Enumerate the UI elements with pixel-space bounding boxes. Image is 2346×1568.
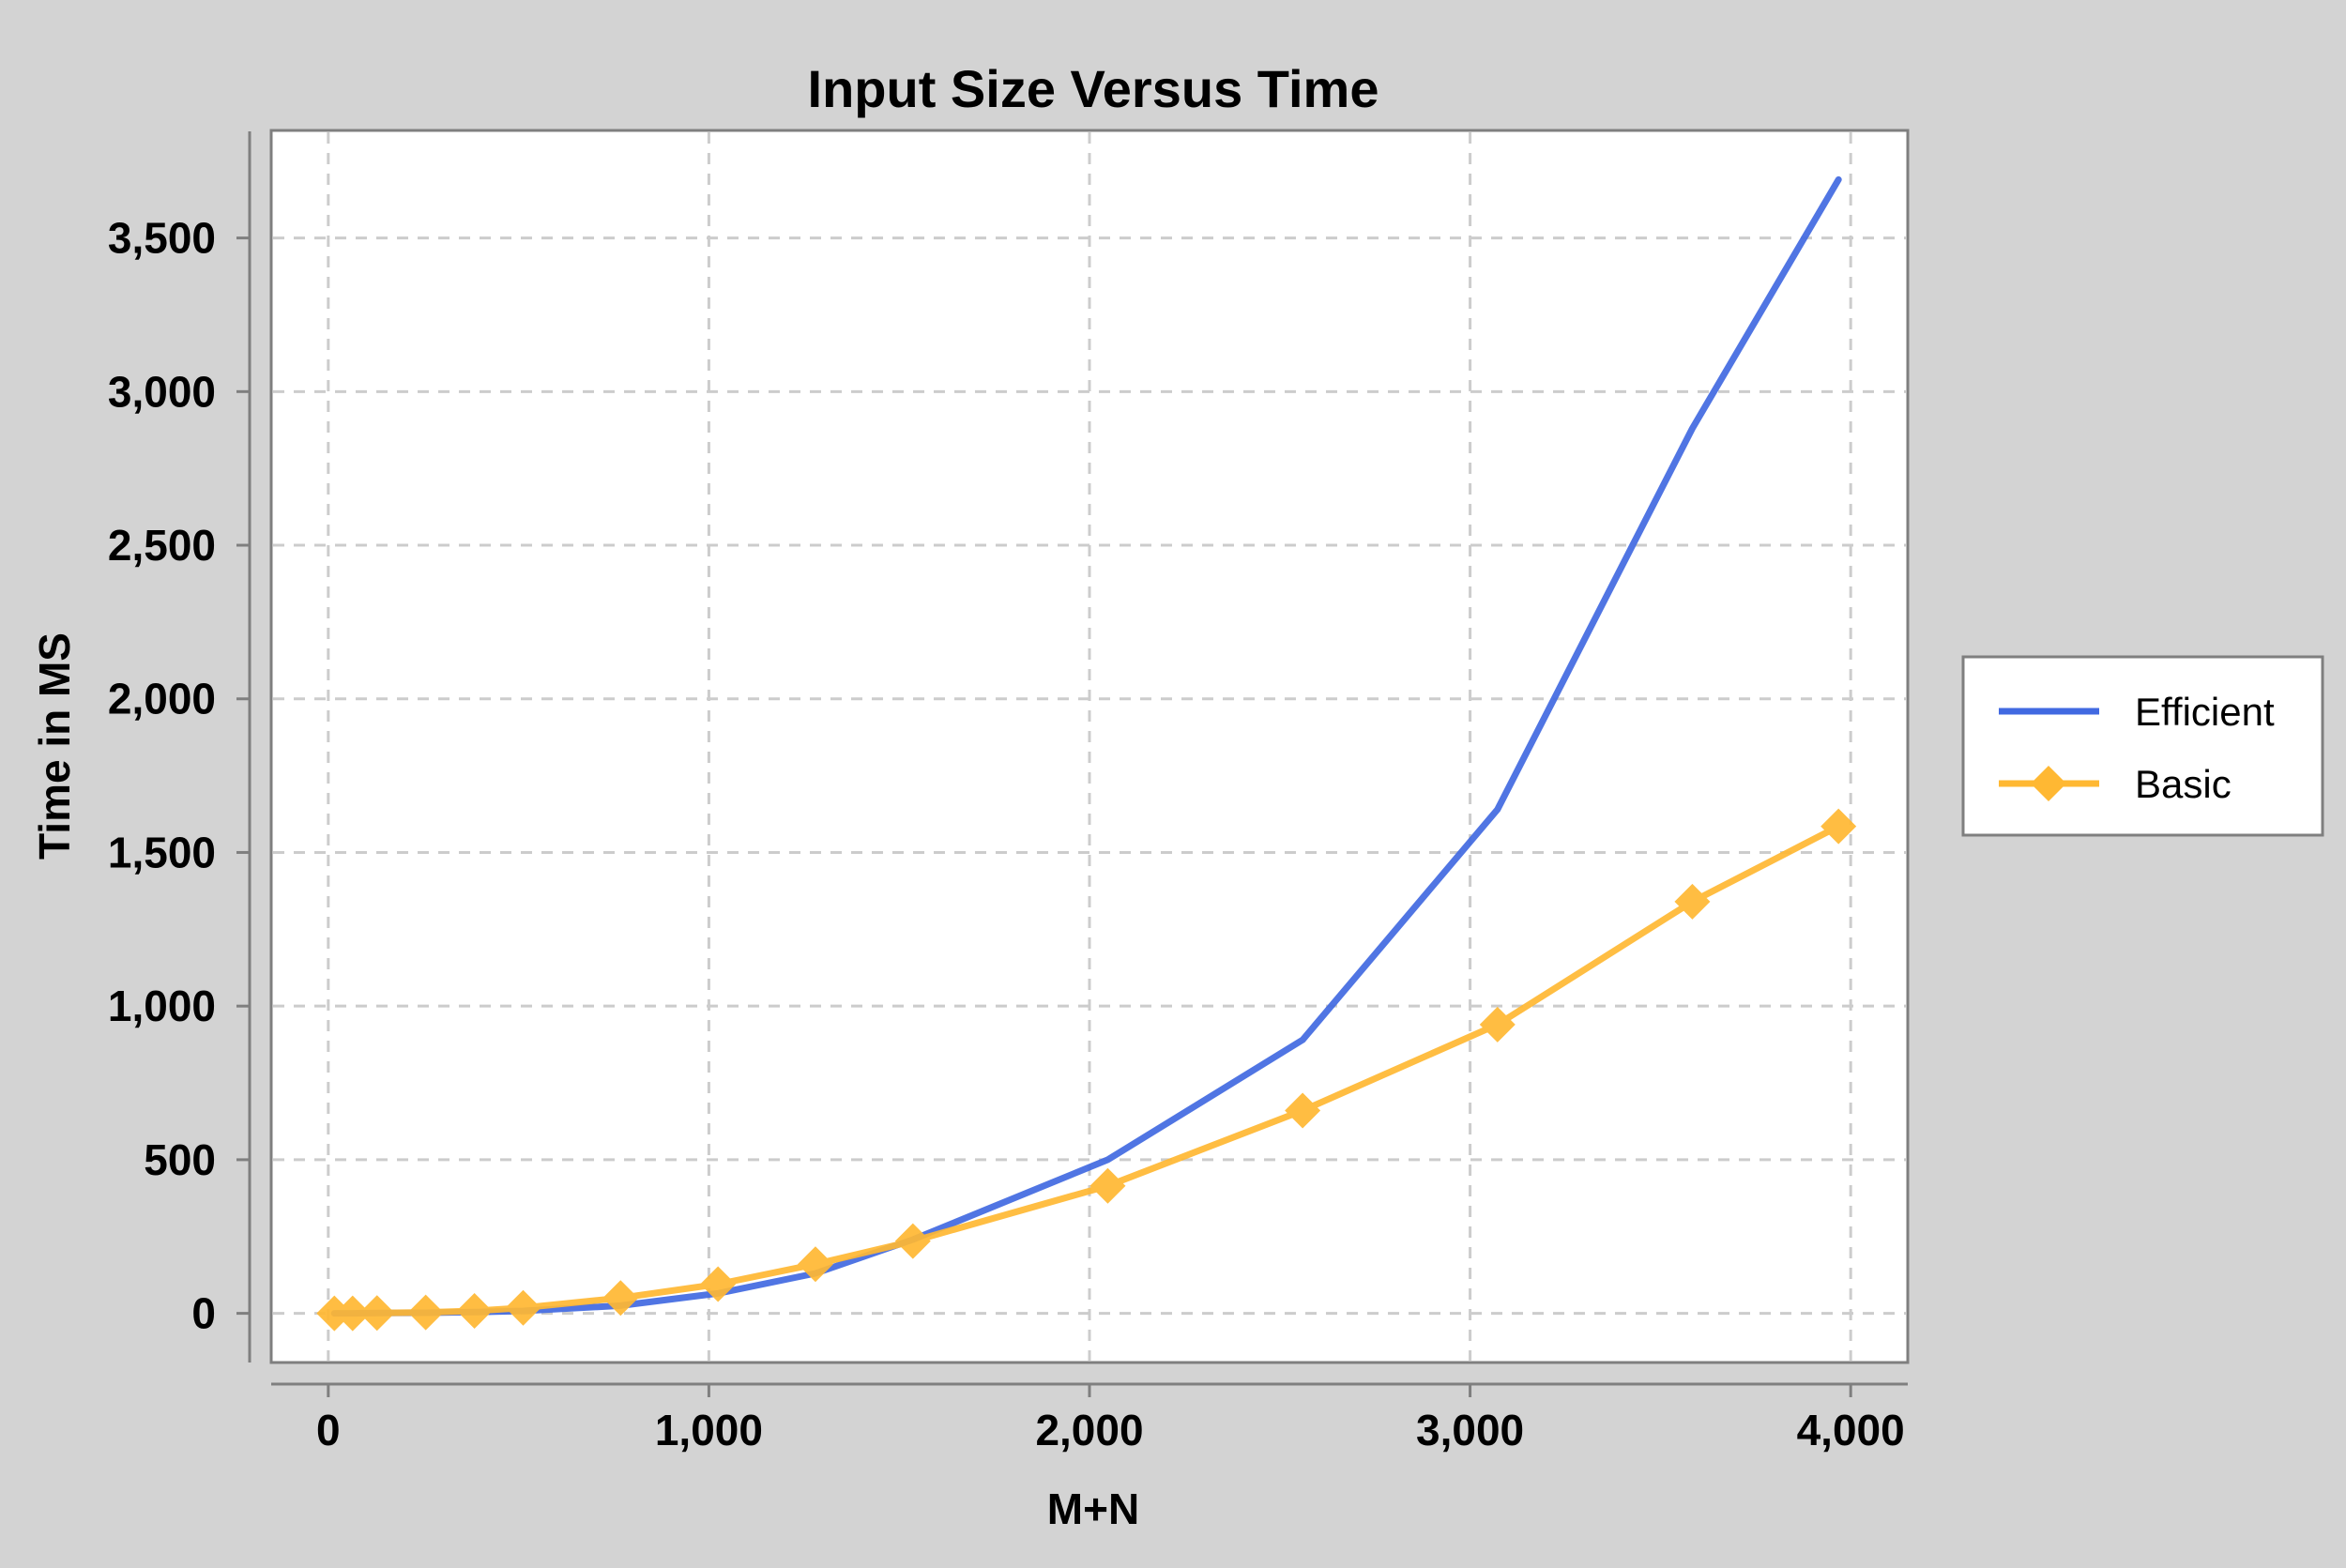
y-tick-label: 2,500 [108,521,216,570]
series-layer [316,175,1857,1332]
legend: Efficient Basic [1961,655,2324,837]
x-tick-label: 3,000 [1416,1406,1524,1454]
y-tick-label: 3,500 [108,214,216,263]
y-tick-label: 2,000 [108,675,216,723]
x-tick-label: 0 [316,1406,341,1454]
legend-label: Basic [2135,762,2232,806]
data-point [407,1294,444,1331]
data-point [894,1223,931,1259]
data-point [456,1292,493,1329]
legend-box [1961,655,2324,837]
data-point [1285,1092,1321,1129]
data-point [1820,808,1857,845]
x-tick-label: 1,000 [655,1406,763,1454]
data-point [316,1295,353,1332]
data-point [602,1280,639,1317]
x-tick-label: 2,000 [1035,1406,1143,1454]
y-tick-label: 500 [144,1135,216,1184]
series-basic [316,808,1857,1332]
y-tick-label: 0 [191,1289,216,1338]
y-axis-title: Time in MS [30,632,79,860]
data-point [1674,883,1711,920]
x-axis-title: M+N [1047,1484,1139,1533]
grid-lines [273,132,1906,1361]
data-point [1479,1006,1516,1043]
legend-item-efficient: Efficient [1999,690,2275,734]
chart-title: Input Size Versus Time [808,59,1379,118]
data-point [797,1246,833,1283]
y-tick-label: 1,500 [108,828,216,876]
data-point [334,1295,371,1332]
axes: 0 500 1,000 1,500 2,000 2,500 3,000 3,500 0 1,000… [108,131,1908,1454]
data-point [700,1266,737,1302]
plot-area [269,129,1910,1364]
x-tick-label: 4,000 [1797,1406,1905,1454]
data-point [505,1289,541,1326]
legend-marker [2031,766,2066,801]
data-point [1089,1167,1126,1204]
legend-label: Efficient [2135,690,2275,734]
data-point [358,1295,395,1332]
y-tick-label: 3,000 [108,367,216,416]
y-tick-label: 1,000 [108,982,216,1030]
legend-item-basic: Basic [1999,762,2232,806]
